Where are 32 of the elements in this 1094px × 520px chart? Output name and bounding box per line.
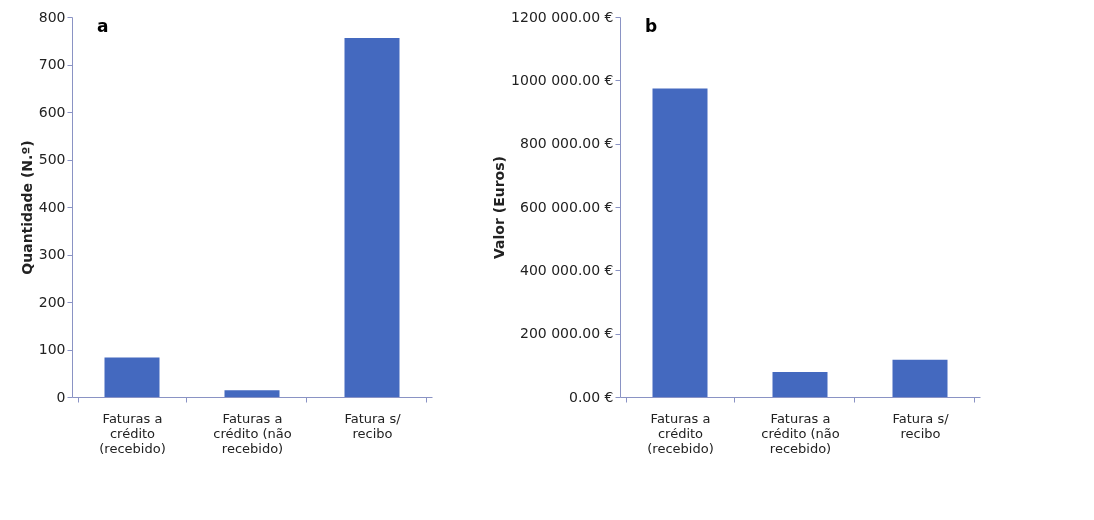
y-tick-label: 200 000.00 €	[519, 325, 614, 342]
chart-title: a	[97, 16, 109, 36]
y-tick-label: 600	[38, 103, 66, 120]
bar	[772, 371, 828, 397]
y-tick-label: 0.00 €	[568, 388, 614, 405]
y-tick-label: 400	[38, 198, 66, 215]
bar	[344, 37, 400, 397]
y-tick-label: 400 000.00 €	[519, 261, 614, 278]
y-tick-label: 600 000.00 €	[519, 198, 614, 215]
y-tick-label: 700	[38, 56, 66, 72]
y-tick-label: 800	[38, 8, 66, 25]
y-tick-label: 200	[38, 293, 66, 310]
x-tick-label: Fatura s/ recibo	[344, 410, 402, 441]
y-tick-label: 300	[38, 246, 66, 262]
x-tick-label: Faturas a crédito (não recebido)	[761, 410, 840, 456]
y-tick-label: 1000 000.00 €	[511, 71, 614, 88]
bar	[652, 88, 708, 397]
y-axis-title: Valor (Euros)	[491, 156, 508, 259]
bar	[892, 359, 948, 397]
y-tick-label: 0	[56, 388, 66, 405]
y-tick-label: 800 000.00 €	[519, 135, 614, 152]
y-tick-label: 100	[38, 341, 66, 357]
bar	[104, 357, 160, 397]
bar	[224, 390, 280, 397]
chart-title: b	[645, 16, 658, 36]
x-tick-label: Faturas a crédito (não recebido)	[213, 410, 292, 456]
x-tick-label: Faturas a crédito (recebido)	[99, 410, 166, 456]
x-tick-label: Fatura s/ recibo	[892, 410, 950, 441]
y-tick-label: 500	[38, 151, 66, 167]
y-tick-label: 1200 000.00 €	[511, 8, 614, 25]
x-tick-label: Faturas a crédito (recebido)	[647, 410, 714, 456]
y-axis-title: Quantidade (N.º)	[18, 140, 35, 275]
